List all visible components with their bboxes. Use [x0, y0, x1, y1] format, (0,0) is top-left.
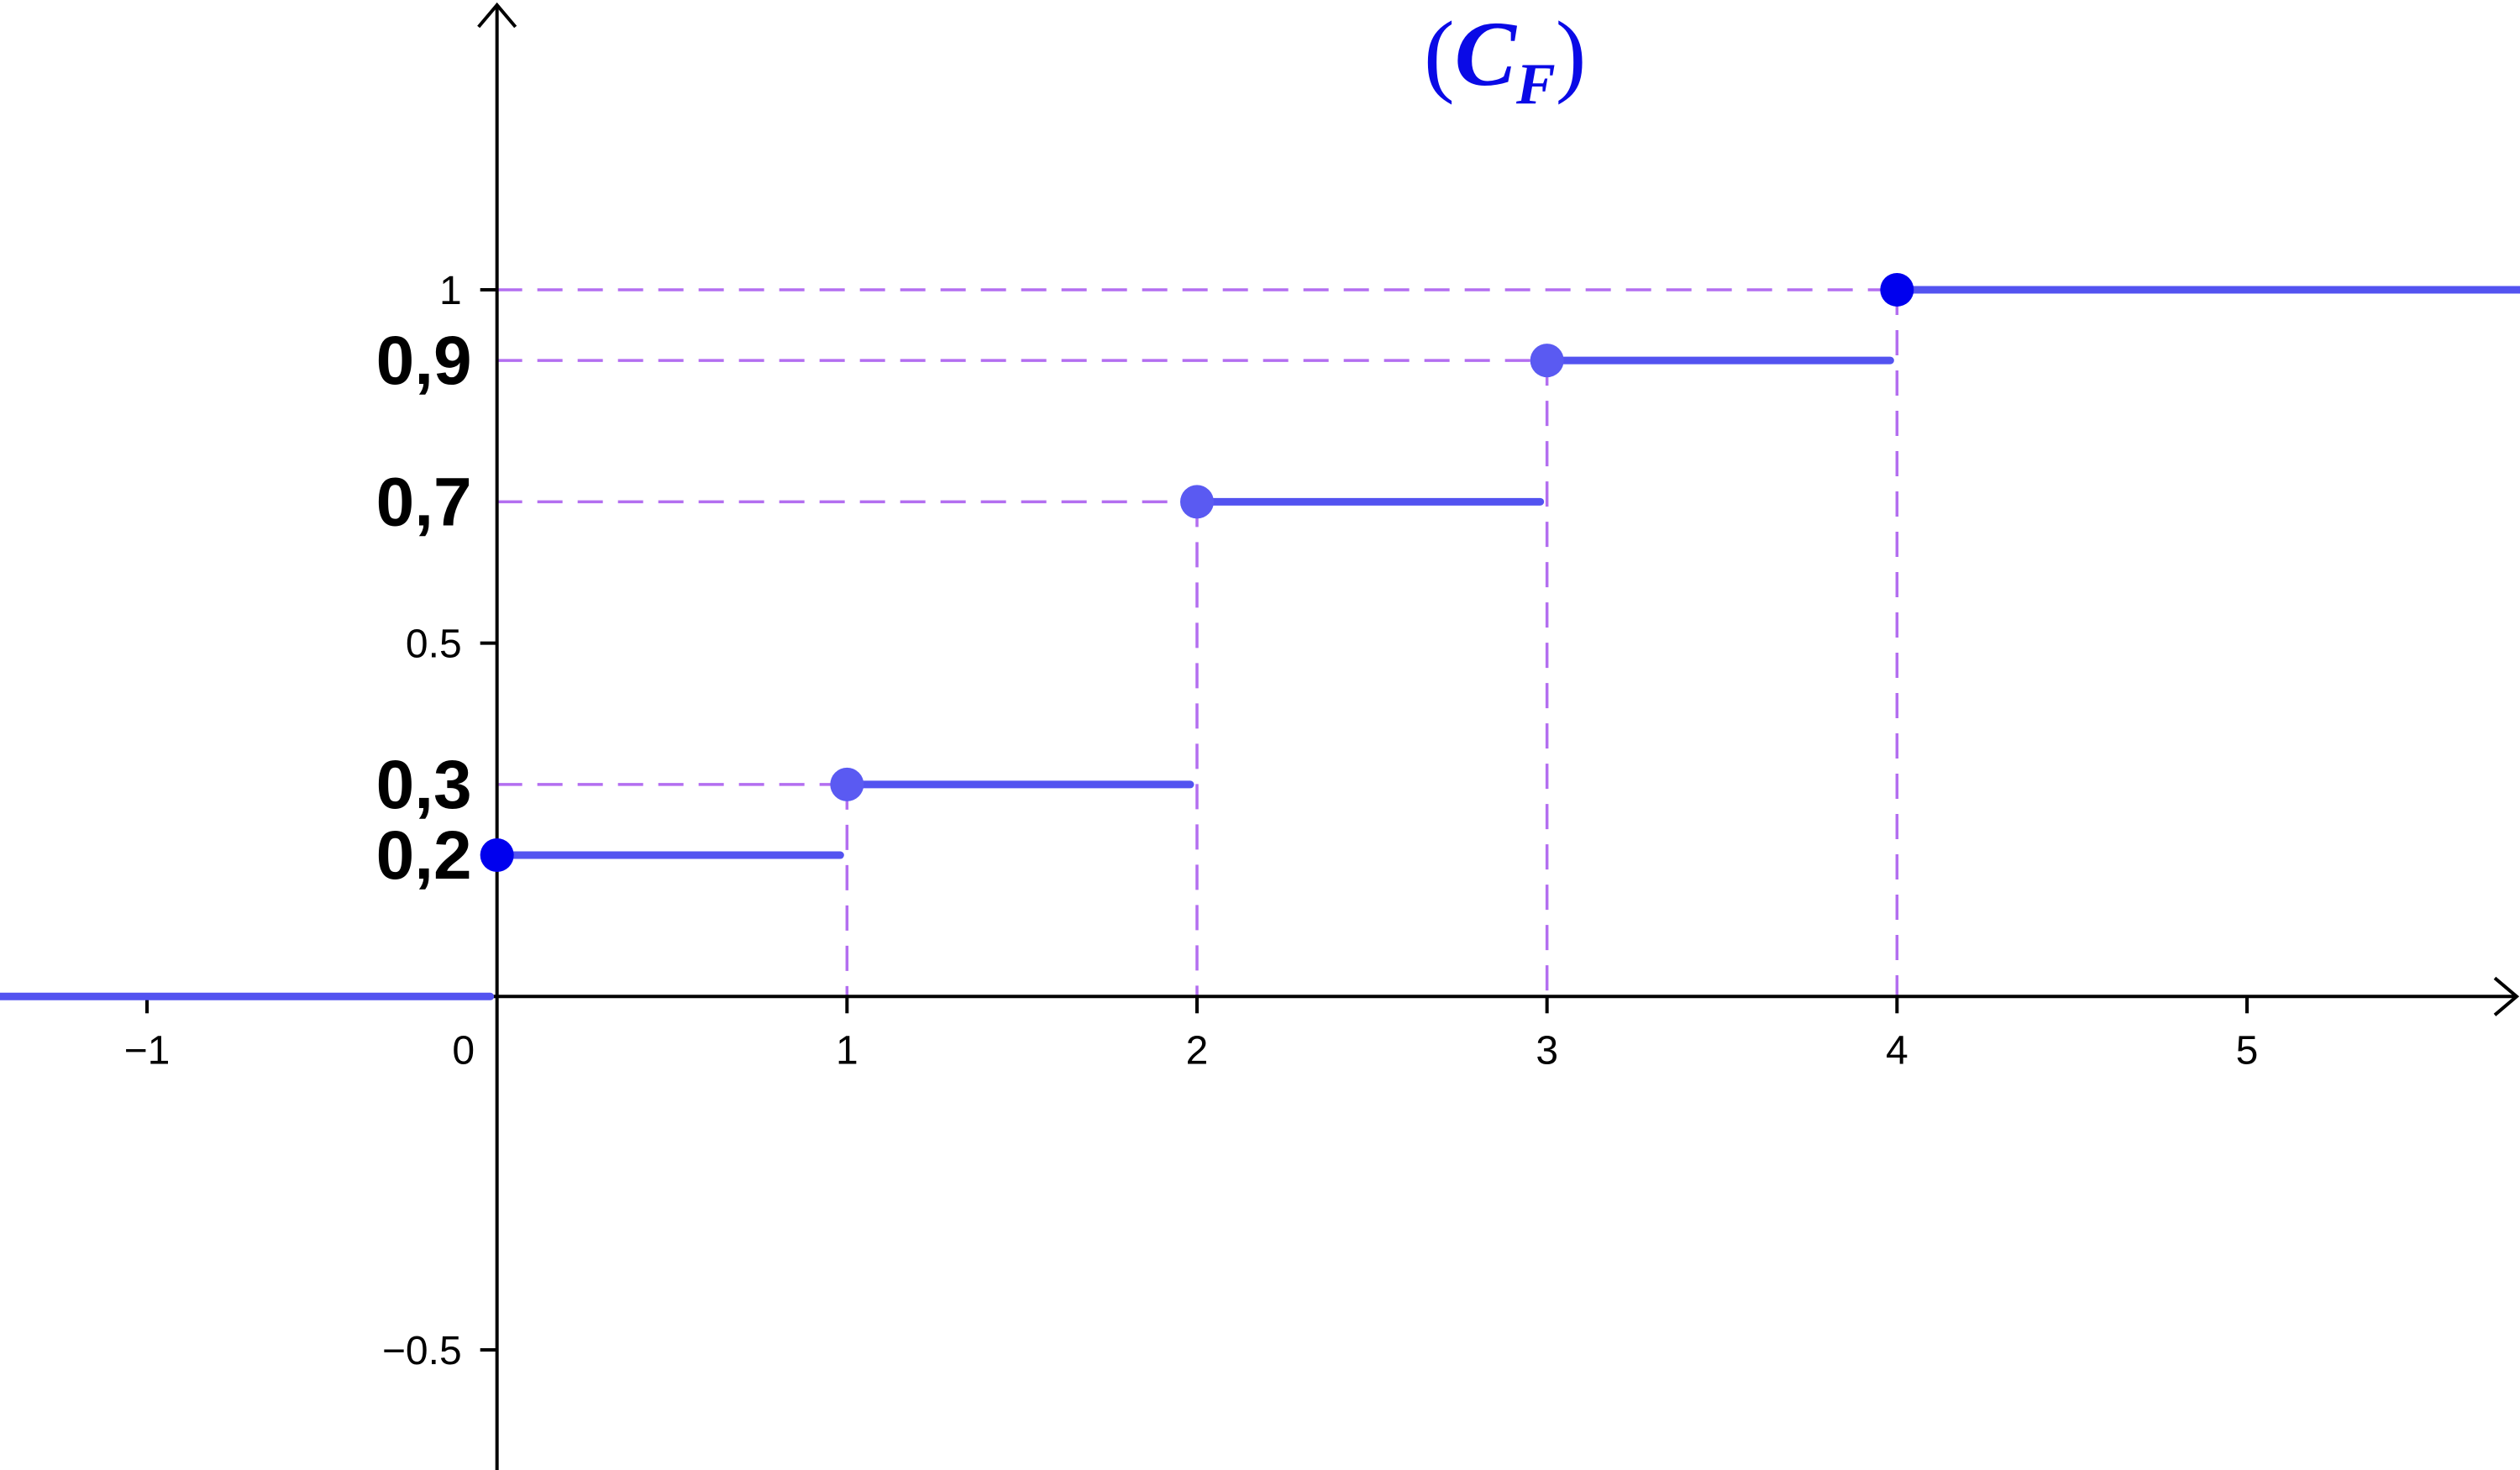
x-tick-label: 5 — [2236, 1028, 2259, 1073]
x-tick-label: 4 — [1886, 1028, 1908, 1073]
x-tick-label: 0 — [452, 1028, 475, 1073]
chart-title: (CF) — [1424, 3, 1586, 117]
y-value-annotation: 0,3 — [376, 747, 472, 823]
x-axis-arrowhead — [2493, 976, 2520, 1016]
data-point — [1880, 272, 1914, 307]
title-open-paren: ( — [1424, 3, 1455, 105]
y-tick-label: 1 — [439, 269, 462, 313]
step-segments-group — [0, 286, 2520, 1000]
labels-group: 0,9 0,7 0,30,2 — [376, 323, 472, 894]
y-value-annotation: 0,7 — [376, 464, 472, 540]
x-tick-label: 2 — [1186, 1028, 1209, 1073]
ticks-group: −1 0 1 2 3 4 5 1 0.5 −0.5 — [124, 269, 2259, 1373]
y-axis-arrowhead — [477, 2, 517, 29]
x-tick-label: −1 — [124, 1028, 171, 1073]
data-point — [1180, 485, 1214, 519]
guide-lines-group — [496, 288, 1899, 997]
title-subscript: F — [1515, 52, 1556, 117]
y-tick-label: 0.5 — [406, 622, 462, 667]
y-value-annotation: 0,9 — [376, 323, 472, 399]
y-value-annotation: 0,2 — [376, 817, 472, 894]
data-point — [830, 767, 864, 801]
title-main: C — [1455, 3, 1518, 105]
data-point — [1530, 344, 1564, 378]
title-close-paren: ) — [1556, 3, 1587, 105]
x-tick-label: 1 — [836, 1028, 858, 1073]
data-point — [480, 838, 514, 873]
x-tick-label: 3 — [1536, 1028, 1558, 1073]
y-tick-label: −0.5 — [382, 1329, 462, 1373]
data-points-group — [480, 272, 1914, 873]
